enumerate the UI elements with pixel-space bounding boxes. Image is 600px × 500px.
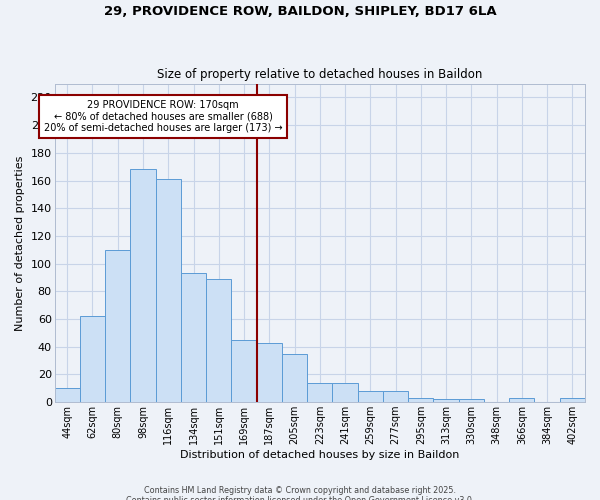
X-axis label: Distribution of detached houses by size in Baildon: Distribution of detached houses by size … (180, 450, 460, 460)
Bar (332, 383, 358, 402)
Bar (232, 340, 257, 402)
Bar (206, 279, 232, 402)
Bar (55, 388, 80, 402)
Y-axis label: Number of detached properties: Number of detached properties (15, 155, 25, 330)
Bar (257, 342, 282, 402)
Bar (358, 391, 383, 402)
Bar (130, 170, 155, 402)
Text: Contains HM Land Registry data © Crown copyright and database right 2025.: Contains HM Land Registry data © Crown c… (144, 486, 456, 495)
Bar (560, 398, 585, 402)
Bar (282, 354, 307, 402)
Bar (80, 316, 105, 402)
Text: 29, PROVIDENCE ROW, BAILDON, SHIPLEY, BD17 6LA: 29, PROVIDENCE ROW, BAILDON, SHIPLEY, BD… (104, 5, 496, 18)
Bar (433, 400, 459, 402)
Text: 29 PROVIDENCE ROW: 170sqm
← 80% of detached houses are smaller (688)
20% of semi: 29 PROVIDENCE ROW: 170sqm ← 80% of detac… (44, 100, 283, 134)
Text: Contains public sector information licensed under the Open Government Licence v3: Contains public sector information licen… (126, 496, 474, 500)
Bar (459, 400, 484, 402)
Bar (408, 398, 433, 402)
Bar (307, 383, 332, 402)
Title: Size of property relative to detached houses in Baildon: Size of property relative to detached ho… (157, 68, 482, 81)
Bar (105, 250, 130, 402)
Bar (181, 274, 206, 402)
Bar (383, 391, 408, 402)
Bar (509, 398, 535, 402)
Bar (155, 179, 181, 402)
